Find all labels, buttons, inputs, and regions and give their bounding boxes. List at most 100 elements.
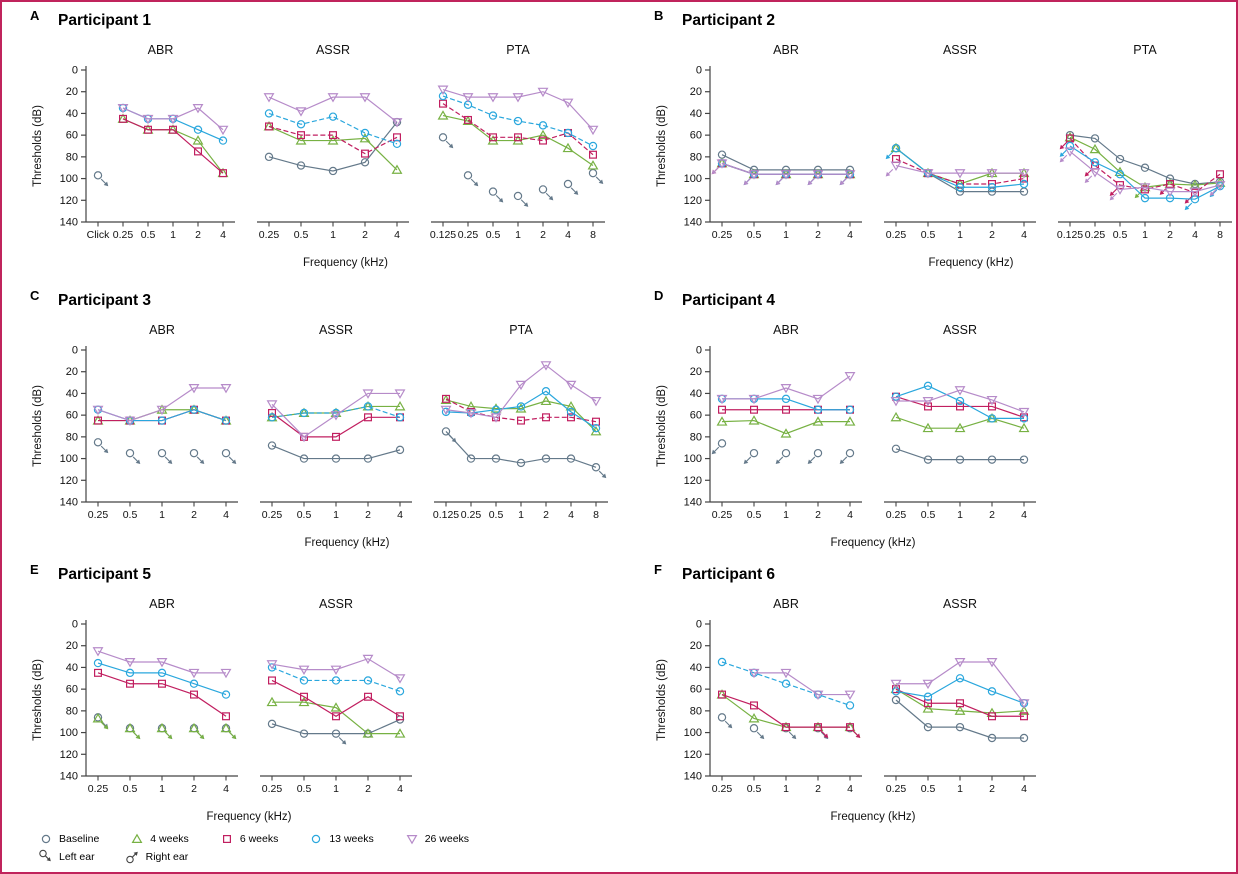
panel-letter: A bbox=[30, 8, 40, 23]
svg-text:120: 120 bbox=[684, 195, 702, 207]
panel-e: E Participant 5 0 20 40 60 80 100 120 140 Thresh… bbox=[28, 562, 428, 829]
svg-text:2: 2 bbox=[989, 783, 995, 795]
svg-text:2: 2 bbox=[540, 229, 546, 241]
svg-text:2: 2 bbox=[815, 509, 821, 521]
svg-text:2: 2 bbox=[815, 229, 821, 241]
svg-text:2: 2 bbox=[543, 509, 549, 521]
wk26-marker-icon bbox=[406, 834, 418, 845]
svg-text:1: 1 bbox=[159, 509, 165, 521]
panel-a-svg: 0 20 40 60 80 100 120 140 Thresholds (dB) ABR Clic… bbox=[32, 43, 605, 269]
svg-text:80: 80 bbox=[66, 431, 78, 443]
svg-text:ABR: ABR bbox=[773, 323, 799, 337]
panel-title: Participant 4 bbox=[682, 292, 776, 309]
svg-text:0: 0 bbox=[696, 619, 702, 631]
wk6-marker-icon bbox=[222, 834, 231, 844]
legend-ear-row: Left ear Right ear bbox=[38, 849, 499, 864]
svg-text:4: 4 bbox=[394, 229, 400, 241]
panel-e-header: E Participant 5 bbox=[28, 562, 428, 592]
svg-text:120: 120 bbox=[60, 475, 78, 487]
svg-text:40: 40 bbox=[66, 662, 78, 674]
svg-text:20: 20 bbox=[690, 86, 702, 98]
svg-text:40: 40 bbox=[690, 662, 702, 674]
svg-text:Thresholds (dB): Thresholds (dB) bbox=[32, 385, 44, 467]
svg-text:0.25: 0.25 bbox=[886, 783, 907, 795]
svg-text:0.5: 0.5 bbox=[123, 783, 138, 795]
svg-text:2: 2 bbox=[989, 509, 995, 521]
svg-text:100: 100 bbox=[684, 727, 702, 739]
svg-text:ABR: ABR bbox=[773, 43, 799, 57]
svg-text:0.5: 0.5 bbox=[747, 509, 762, 521]
svg-text:0: 0 bbox=[696, 65, 702, 77]
panel-b-svg: 0 20 40 60 80 100 120 140 Thresholds (dB) ABR 0.25… bbox=[656, 43, 1232, 269]
svg-text:140: 140 bbox=[60, 771, 78, 783]
svg-text:4: 4 bbox=[847, 783, 853, 795]
svg-text:4: 4 bbox=[847, 229, 853, 241]
panel-c-header: C Participant 3 bbox=[28, 288, 620, 318]
svg-text:ASSR: ASSR bbox=[316, 43, 350, 57]
svg-text:60: 60 bbox=[66, 130, 78, 142]
panel-f-svg: 0 20 40 60 80 100 120 140 Thresholds (dB) ABR 0.25… bbox=[656, 597, 1036, 823]
svg-text:0.5: 0.5 bbox=[297, 783, 312, 795]
svg-text:120: 120 bbox=[60, 195, 78, 207]
svg-text:0.5: 0.5 bbox=[141, 229, 156, 241]
svg-text:1: 1 bbox=[333, 509, 339, 521]
svg-text:2: 2 bbox=[989, 229, 995, 241]
panel-e-svg: 0 20 40 60 80 100 120 140 Thresholds (dB) ABR 0.25… bbox=[32, 597, 412, 823]
svg-text:Click: Click bbox=[87, 229, 110, 241]
svg-text:0.125: 0.125 bbox=[1057, 229, 1083, 241]
panel-title: Participant 1 bbox=[58, 12, 152, 29]
svg-text:40: 40 bbox=[690, 108, 702, 120]
svg-text:1: 1 bbox=[170, 229, 176, 241]
svg-text:60: 60 bbox=[690, 130, 702, 142]
svg-text:4: 4 bbox=[223, 509, 229, 521]
svg-text:0: 0 bbox=[696, 345, 702, 357]
legend-label: 26 weeks bbox=[424, 833, 470, 845]
svg-text:4: 4 bbox=[1192, 229, 1198, 241]
svg-text:1: 1 bbox=[330, 229, 336, 241]
baseline-marker-icon bbox=[41, 834, 51, 844]
panel-d-svg: 0 20 40 60 80 100 120 140 Thresholds (dB) ABR 0.25… bbox=[656, 323, 1036, 549]
svg-text:PTA: PTA bbox=[509, 323, 533, 337]
svg-text:Thresholds (dB): Thresholds (dB) bbox=[656, 385, 668, 467]
svg-text:2: 2 bbox=[1167, 229, 1173, 241]
svg-text:1: 1 bbox=[515, 229, 521, 241]
svg-text:ASSR: ASSR bbox=[943, 323, 977, 337]
svg-text:1: 1 bbox=[783, 783, 789, 795]
svg-text:0.125: 0.125 bbox=[430, 229, 456, 241]
svg-text:0.5: 0.5 bbox=[1113, 229, 1128, 241]
svg-text:80: 80 bbox=[690, 431, 702, 443]
legend-label: Baseline bbox=[59, 833, 100, 845]
svg-text:40: 40 bbox=[690, 388, 702, 400]
svg-text:0.5: 0.5 bbox=[486, 229, 501, 241]
svg-text:2: 2 bbox=[191, 783, 197, 795]
svg-text:60: 60 bbox=[66, 684, 78, 696]
svg-text:1: 1 bbox=[1142, 229, 1148, 241]
panel-b-plot: 0 20 40 60 80 100 120 140 Thresholds (dB) ABR 0.25… bbox=[652, 38, 1236, 275]
svg-text:120: 120 bbox=[684, 749, 702, 761]
svg-text:ABR: ABR bbox=[148, 43, 174, 57]
panel-letter: D bbox=[654, 288, 664, 303]
svg-text:4: 4 bbox=[1021, 509, 1027, 521]
svg-text:4: 4 bbox=[1021, 229, 1027, 241]
panel-b: B Participant 2 0 20 40 60 80 100 120 140 Thresh… bbox=[652, 8, 1236, 275]
panel-d-header: D Participant 4 bbox=[652, 288, 1052, 318]
svg-text:PTA: PTA bbox=[1133, 43, 1157, 57]
panel-f: F Participant 6 0 20 40 60 80 100 120 140 Thresh… bbox=[652, 562, 1052, 829]
svg-text:1: 1 bbox=[957, 509, 963, 521]
right-ear-icon bbox=[125, 851, 138, 864]
svg-text:0.25: 0.25 bbox=[262, 783, 283, 795]
svg-text:0.25: 0.25 bbox=[88, 783, 109, 795]
legend-label: 6 weeks bbox=[239, 833, 279, 845]
svg-text:2: 2 bbox=[191, 509, 197, 521]
svg-text:0.5: 0.5 bbox=[489, 509, 504, 521]
svg-text:60: 60 bbox=[66, 410, 78, 422]
svg-text:Thresholds (dB): Thresholds (dB) bbox=[656, 105, 668, 187]
svg-text:140: 140 bbox=[60, 217, 78, 229]
panel-letter: F bbox=[654, 562, 662, 577]
svg-text:0.5: 0.5 bbox=[123, 509, 138, 521]
svg-text:Frequency (kHz): Frequency (kHz) bbox=[929, 257, 1014, 269]
svg-text:2: 2 bbox=[362, 229, 368, 241]
svg-text:1: 1 bbox=[783, 509, 789, 521]
svg-text:1: 1 bbox=[957, 229, 963, 241]
panel-a-header: A Participant 1 bbox=[28, 8, 620, 38]
